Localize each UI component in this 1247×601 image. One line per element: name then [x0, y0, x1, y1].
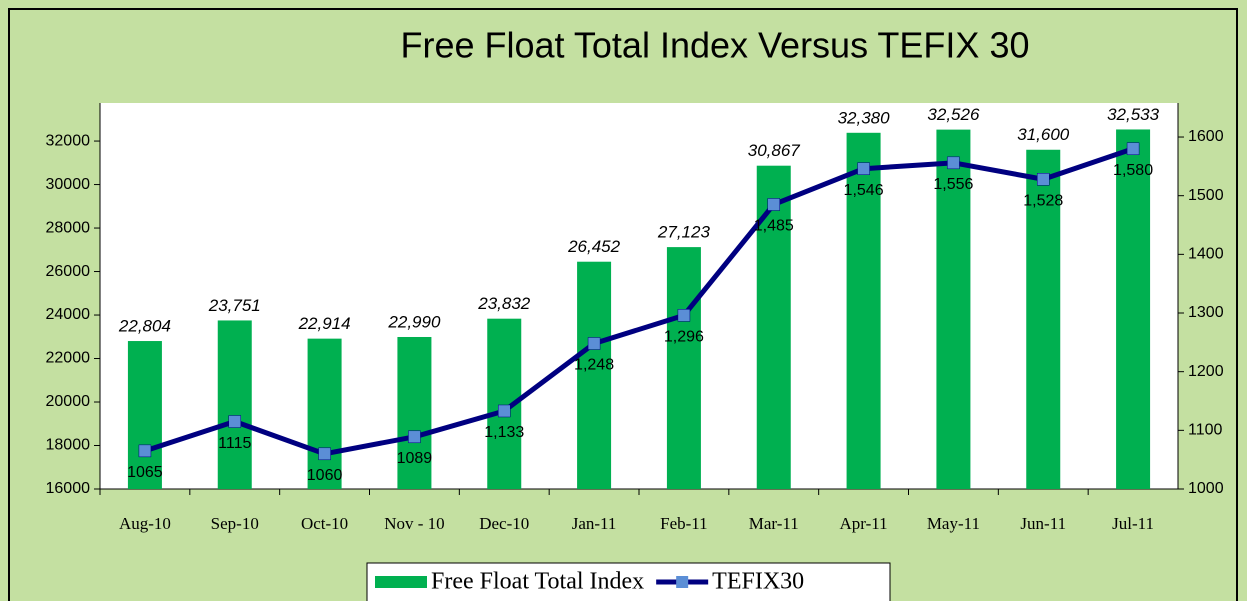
y2-tick-label: 1100 — [1188, 422, 1223, 439]
line-value-label: 1,485 — [754, 218, 794, 235]
x-tick-label: May-11 — [927, 514, 980, 533]
y-tick-label: 22000 — [46, 350, 91, 367]
line-marker — [1037, 173, 1050, 186]
line-marker — [408, 430, 421, 444]
bar — [307, 338, 342, 489]
x-tick-label: Sep-10 — [211, 514, 259, 533]
legend — [366, 562, 891, 601]
line — [144, 146, 1134, 457]
legend-swatch-marker — [676, 576, 689, 588]
line-marker — [857, 162, 870, 175]
y2-tick-label: 1300 — [1188, 304, 1224, 321]
line-marker — [498, 404, 511, 418]
line-value-label: 1,546 — [844, 182, 884, 199]
bar — [756, 165, 791, 489]
line-value-label: 1065 — [127, 464, 163, 481]
bar-value-label: 22,990 — [387, 312, 441, 331]
x-tick-label: Jun-11 — [1020, 514, 1066, 533]
x-tick-label: Jan-11 — [572, 514, 617, 533]
chart-title: Free Float Total Index Versus TEFIX 30 — [401, 25, 1030, 66]
bar-value-label: 31,600 — [1017, 125, 1070, 144]
bar — [1026, 149, 1061, 489]
bar — [936, 129, 971, 490]
line-value-label: 1,556 — [933, 176, 973, 193]
y-tick-label: 18000 — [46, 437, 91, 454]
bar-value-label: 22,914 — [298, 314, 351, 333]
bar — [1116, 129, 1151, 490]
y-tick-label: 16000 — [46, 480, 91, 497]
line-value-label: 1,133 — [484, 424, 524, 441]
y-tick-label: 24000 — [46, 306, 91, 323]
y2-tick-label: 1400 — [1188, 246, 1224, 263]
line-marker — [228, 415, 241, 428]
x-tick-label: Jul-11 — [1112, 514, 1154, 533]
bar — [127, 341, 162, 489]
line-marker — [767, 198, 780, 211]
y2-tick-label: 1600 — [1188, 128, 1224, 145]
y2-tick-label: 1500 — [1188, 187, 1224, 204]
line-marker — [677, 309, 691, 322]
bar-value-label: 27,123 — [657, 223, 711, 242]
legend-swatch — [375, 576, 427, 588]
line-value-label: 1,248 — [574, 357, 614, 374]
line-value-label: 1,580 — [1113, 162, 1153, 179]
line-marker — [318, 447, 331, 461]
x-tick-label: Aug-10 — [119, 514, 171, 533]
bar-value-label: 23,832 — [477, 294, 531, 313]
line-marker — [138, 444, 152, 458]
y-tick-label: 28000 — [46, 219, 91, 236]
bar — [666, 247, 701, 489]
bar — [217, 320, 252, 489]
x-tick-label: Nov - 10 — [384, 514, 444, 533]
x-tick-label: Dec-10 — [479, 514, 529, 533]
bar — [397, 336, 432, 489]
y-tick-label: 32000 — [46, 132, 91, 149]
bar-value-label: 32,380 — [838, 108, 891, 127]
line-value-label: 1,528 — [1023, 192, 1063, 209]
y-tick-label: 20000 — [46, 393, 91, 410]
bar-value-label: 26,452 — [567, 237, 621, 256]
line-value-label: 1,296 — [664, 329, 704, 346]
chart-border — [8, 8, 1238, 601]
x-tick-label: Feb-11 — [660, 514, 708, 533]
x-tick-label: Mar-11 — [749, 514, 799, 533]
bar-value-label: 30,867 — [748, 141, 801, 160]
line-marker — [947, 156, 960, 170]
bar-value-label: 23,751 — [208, 296, 261, 315]
legend-label: TEFIX30 — [712, 569, 804, 595]
line-value-label: 1089 — [397, 450, 433, 467]
y-tick-label: 30000 — [46, 176, 91, 193]
y2-tick-label: 1200 — [1188, 363, 1224, 380]
x-tick-label: Apr-11 — [840, 514, 888, 533]
plot-area — [100, 103, 1178, 489]
y2-tick-label: 1000 — [1188, 480, 1224, 497]
bar — [577, 261, 612, 489]
line-marker — [1126, 142, 1140, 156]
bar — [846, 132, 881, 490]
bar-value-label: 22,804 — [118, 317, 171, 336]
bar-value-label: 32,533 — [1107, 105, 1160, 124]
legend-label: Free Float Total Index — [431, 569, 644, 595]
y-tick-label: 26000 — [46, 263, 91, 280]
line-marker — [587, 337, 601, 350]
line-value-label: 1115 — [218, 435, 251, 452]
x-tick-label: Oct-10 — [301, 514, 348, 533]
bar-value-label: 32,526 — [927, 105, 980, 124]
line-value-label: 1060 — [307, 467, 343, 484]
